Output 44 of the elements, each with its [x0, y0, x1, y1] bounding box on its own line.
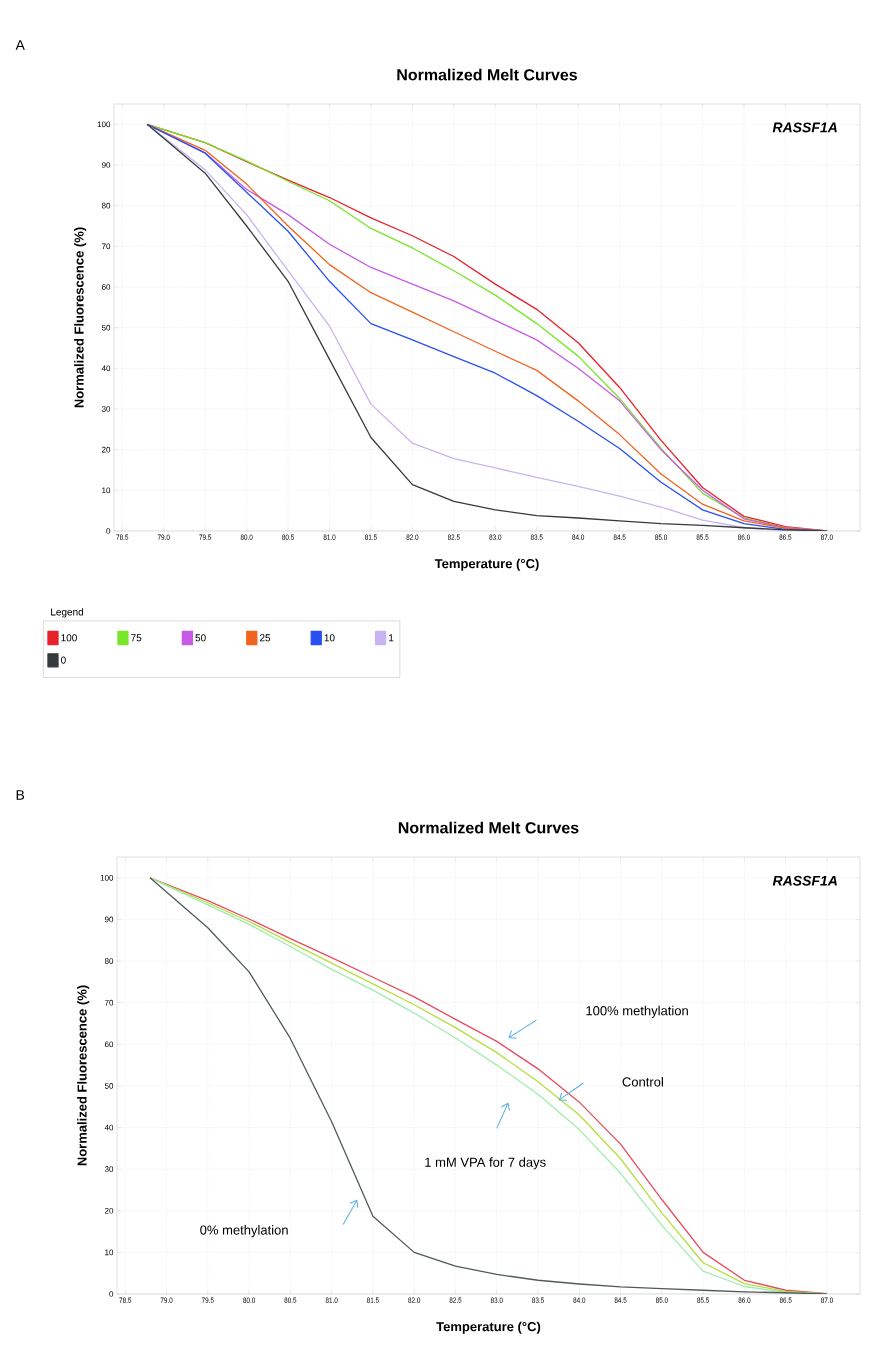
- text: A: [15, 40, 25, 50]
- legend-label: 1: [389, 634, 394, 642]
- y-tick-label: 60: [104, 1041, 114, 1048]
- y-tick-label: 90: [101, 162, 111, 168]
- legend-label: 100: [61, 634, 77, 642]
- annotation: 1 mM VPA for 7 days: [425, 1157, 546, 1170]
- text: B: [16, 790, 25, 800]
- x-axis-title: Temperature (°C): [434, 558, 539, 571]
- chart-title: Normalized Melt Curves: [398, 821, 579, 834]
- y-tick-label: 90: [104, 916, 114, 923]
- annotation: RASSF1A: [772, 122, 837, 133]
- x-axis-title: Temperature (°C): [436, 1321, 541, 1334]
- annotation: 100% methylation: [586, 1005, 688, 1018]
- y-tick-label: 50: [104, 1083, 114, 1089]
- y-tick-label: 50: [101, 324, 111, 331]
- y-tick-label: 20: [104, 1207, 114, 1214]
- chart-title: Normalized Melt Curves: [397, 68, 577, 81]
- legend-label: 50: [195, 634, 206, 642]
- y-tick-label: 10: [105, 1249, 114, 1256]
- annotation: Control: [622, 1076, 663, 1087]
- y-tick-label: 100: [97, 121, 111, 128]
- y-axis-title: Normalized Fluorescence (%): [77, 985, 90, 1166]
- y-tick-label: 80: [101, 202, 111, 209]
- y-tick-label: 80: [104, 958, 114, 964]
- y-tick-label: 60: [101, 284, 111, 290]
- legend-label: 10: [324, 634, 335, 642]
- y-tick-label: 100: [100, 874, 114, 881]
- y-tick-label: 0: [106, 528, 111, 534]
- y-tick-label: 30: [104, 1166, 114, 1172]
- legend-label: 0: [61, 656, 66, 664]
- y-tick-label: 30: [101, 406, 111, 412]
- y-tick-label: 70: [101, 243, 111, 250]
- y-tick-label: 40: [101, 365, 111, 372]
- y-tick-label: 70: [104, 999, 114, 1006]
- annotation: 0% methylation: [200, 1225, 288, 1238]
- legend-label: 25: [259, 634, 271, 642]
- y-tick-label: 0: [109, 1291, 114, 1297]
- y-tick-label: 10: [102, 487, 111, 494]
- y-tick-label: 20: [101, 446, 111, 453]
- legend-label: 75: [131, 634, 142, 642]
- legend-title: Legend: [51, 608, 84, 618]
- y-axis-title: Normalized Fluorescence (%): [74, 227, 87, 408]
- annotation: RASSF1A: [772, 875, 837, 886]
- y-tick-label: 40: [104, 1124, 114, 1131]
